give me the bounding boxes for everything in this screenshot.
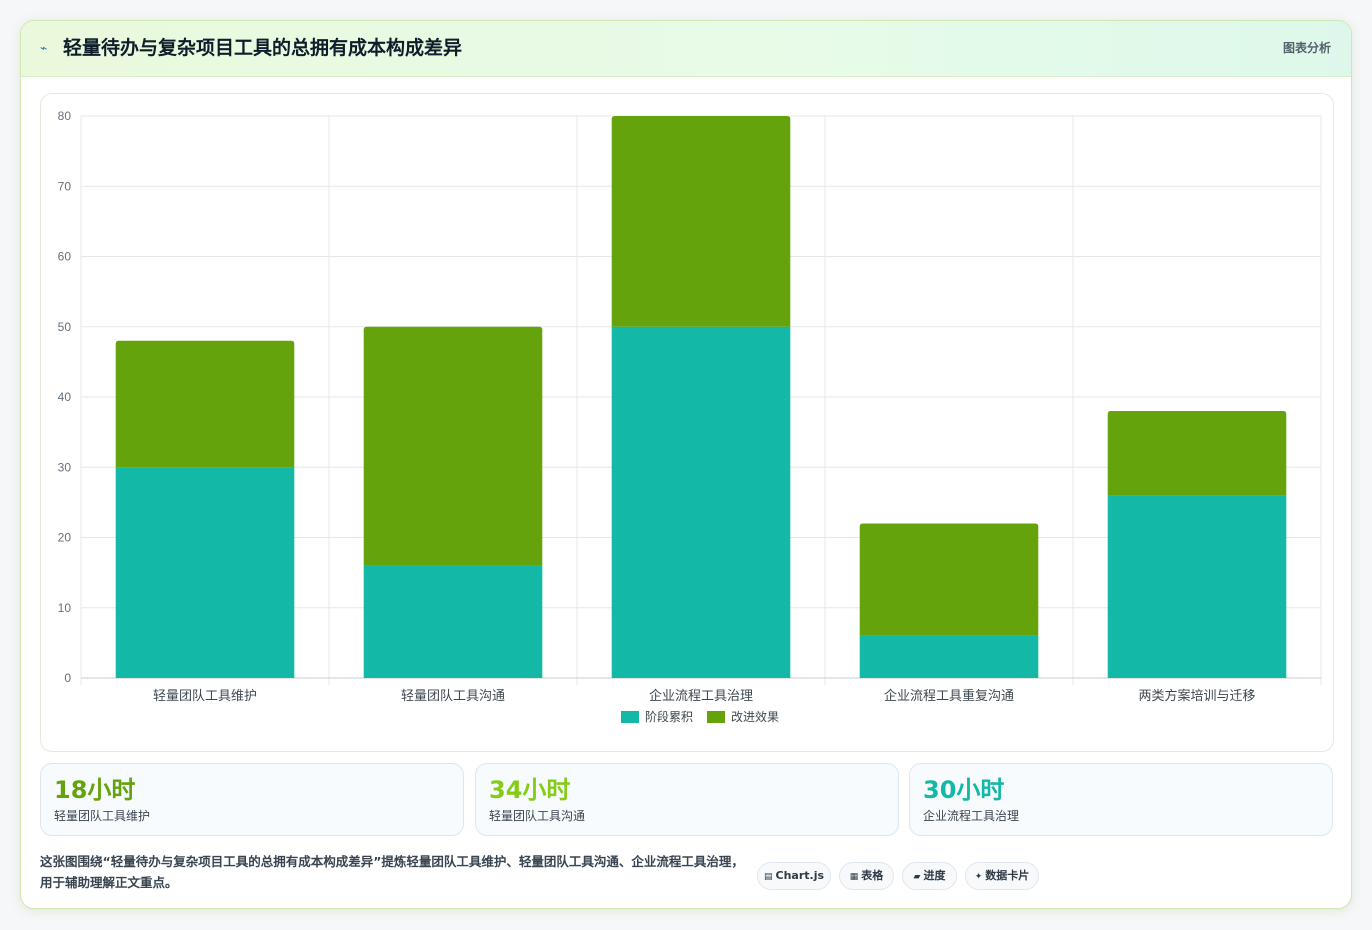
chart-description: 这张图围绕“轻量待办与复杂项目工具的总拥有成本构成差异”提炼轻量团队工具维护、轻…	[40, 854, 744, 890]
x-tick-label: 轻量团队工具维护	[153, 689, 257, 704]
x-tick-label: 企业流程工具治理	[649, 688, 753, 704]
bar-segment	[363, 326, 543, 566]
x-tick-label: 轻量团队工具沟通	[401, 689, 505, 704]
y-tick-label: 30	[58, 460, 72, 474]
chart-line-icon: ⌁	[40, 41, 48, 55]
legend-label: 改进效果	[731, 709, 779, 724]
sparkle-icon: ✦	[974, 872, 983, 882]
bar-segment	[363, 565, 543, 678]
stat-value: 18小时	[54, 776, 136, 804]
chip-label: 数据卡片	[985, 869, 1030, 882]
chip-table[interactable]: ▦ 表格	[839, 862, 894, 890]
legend-label: 阶段累积	[645, 709, 693, 724]
y-tick-label: 10	[58, 601, 72, 615]
x-tick-label: 企业流程工具重复沟通	[884, 688, 1014, 704]
stat-label: 企业流程工具治理	[923, 809, 1020, 823]
chip-chartjs[interactable]: ▤ Chart.js	[757, 862, 831, 890]
y-tick-label: 40	[58, 390, 72, 404]
stacked-bar-chart: 0 10 20 30 40 50 60 70 80 轻量团队工具维护 轻量团队工具沟通 企业流程工具治…	[58, 109, 1322, 724]
chip-progress[interactable]: ▰ 进度	[902, 862, 957, 890]
bar-segment	[1107, 495, 1287, 678]
y-tick-label: 0	[64, 671, 71, 685]
card-title: 轻量待办与复杂项目工具的总拥有成本构成差异	[63, 37, 463, 59]
chart-icon: ▤	[763, 872, 773, 882]
stat-label: 轻量团队工具沟通	[489, 809, 586, 823]
y-tick-label: 80	[58, 109, 72, 123]
bar-segment	[115, 467, 295, 678]
bar-segment	[611, 116, 791, 327]
y-tick-label: 50	[58, 320, 72, 334]
x-tick-label: 两类方案培训与迁移	[1138, 688, 1255, 704]
legend-swatch	[707, 711, 725, 723]
y-tick-label: 70	[58, 179, 72, 193]
stat-card: 18小时 轻量团队工具维护	[40, 763, 464, 836]
chip-label: 表格	[861, 869, 884, 882]
chip-label: Chart.js	[775, 869, 825, 882]
header-tag: 图表分析	[1282, 41, 1331, 55]
stat-card: 30小时 企业流程工具治理	[909, 763, 1333, 836]
chart-panel: 0 10 20 30 40 50 60 70 80 轻量团队工具维护 轻量团队工具沟通 企业流程工具治…	[40, 93, 1334, 752]
chart-card: ⌁ 轻量待办与复杂项目工具的总拥有成本构成差异 图表分析 0 10 20 30 40 50…	[20, 20, 1352, 909]
y-tick-label: 60	[58, 250, 72, 264]
bar-segment	[611, 326, 791, 678]
table-icon: ▦	[849, 872, 859, 882]
bar-segment	[1107, 411, 1287, 496]
bar-segment	[115, 340, 295, 468]
bar-segment	[859, 523, 1039, 636]
bar-segment	[859, 635, 1039, 678]
stats-row: 18小时 轻量团队工具维护 34小时 轻量团队工具沟通 30小时 企业流程工具治…	[40, 763, 1334, 836]
stat-value: 30小时	[923, 776, 1005, 804]
stat-value: 34小时	[489, 776, 571, 804]
y-tick-label: 20	[58, 531, 72, 545]
card-header: ⌁ 轻量待办与复杂项目工具的总拥有成本构成差异 图表分析	[21, 21, 1351, 77]
progress-icon: ▰	[913, 872, 921, 882]
legend-swatch	[621, 711, 639, 723]
chip-data-cards[interactable]: ✦ 数据卡片	[965, 862, 1039, 890]
chip-label: 进度	[923, 869, 946, 882]
stat-label: 轻量团队工具维护	[54, 809, 151, 823]
stat-card: 34小时 轻量团队工具沟通	[475, 763, 899, 836]
